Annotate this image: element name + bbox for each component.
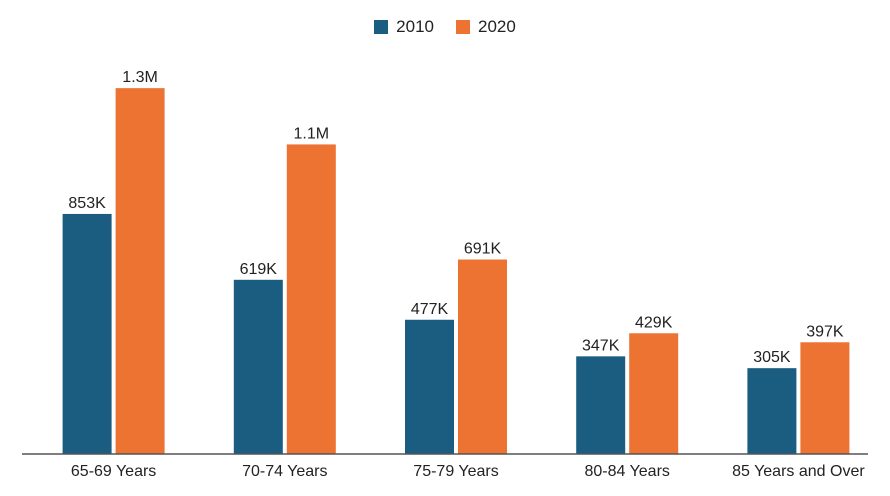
bar-2010-3 (576, 356, 626, 454)
bar-2020-2 (458, 259, 507, 454)
data-label-2010-3: 347K (582, 337, 620, 354)
legend: 2010 2020 (0, 17, 890, 37)
legend-label-2020: 2020 (478, 17, 516, 36)
data-label-2020-0: 1.3M (122, 69, 158, 86)
bar-2020-0 (115, 88, 165, 455)
x-tick-label-0: 65-69 Years (71, 463, 156, 480)
data-label-2020-2: 691K (464, 241, 502, 258)
bar-2020-4 (800, 342, 850, 454)
x-tick-label-3: 80-84 Years (584, 463, 669, 480)
x-tick-label-2: 75-79 Years (413, 463, 498, 480)
bar-2020-3 (629, 333, 679, 454)
data-label-2010-2: 477K (411, 301, 449, 318)
x-tick-label-4: 85 Years and Over (732, 463, 865, 480)
data-label-2010-0: 853K (68, 195, 106, 212)
legend-swatch-2010 (374, 20, 389, 34)
legend-label-2010: 2010 (396, 17, 434, 36)
legend-item-2020: 2020 (456, 17, 516, 37)
bar-2010-0 (62, 213, 112, 454)
legend-swatch-2020 (456, 20, 470, 34)
data-label-2020-4: 397K (806, 323, 844, 340)
data-label-2020-1: 1.1M (294, 125, 330, 142)
x-tick-label-1: 70-74 Years (242, 463, 327, 480)
bar-2010-2 (405, 319, 454, 454)
bar-2020-1 (286, 144, 336, 454)
data-label-2020-3: 429K (635, 314, 673, 331)
legend-item-2010: 2010 (374, 17, 434, 37)
bar-2010-1 (233, 279, 283, 454)
data-label-2010-4: 305K (753, 349, 791, 366)
bar-2010-4 (747, 368, 797, 454)
data-label-2010-1: 619K (240, 261, 278, 278)
